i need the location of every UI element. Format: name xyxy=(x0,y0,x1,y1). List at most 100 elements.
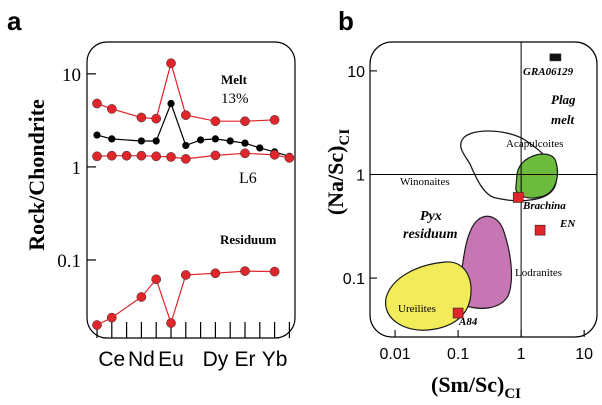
panel-a-x-tick-label: Dy xyxy=(203,348,229,371)
panel-a-series-0 xyxy=(92,58,280,127)
panel-b-data-point xyxy=(549,53,562,62)
panel-a-series-2 xyxy=(92,148,295,164)
panel-b-xlabel-main: (Sm/Sc) xyxy=(431,372,504,397)
panel-b-points xyxy=(452,53,562,319)
panel-a-data-point xyxy=(166,318,176,328)
panel-b-xlabel-sub: CI xyxy=(504,386,521,402)
panel-a-x-tick-label: Eu xyxy=(158,348,184,371)
annotation-melt: Melt xyxy=(221,72,248,87)
panel-b-y-tick-label: 0.1 xyxy=(343,271,365,288)
point-label-a84: A84 xyxy=(458,316,478,328)
panel-a-series xyxy=(92,58,295,330)
panel-b-y-tick-label: 1 xyxy=(356,167,365,184)
panel-a-data-point xyxy=(166,152,176,162)
annotation-pyx-residuum: residuum xyxy=(403,227,458,242)
panel-b-x-tick-label: 10 xyxy=(575,346,593,363)
field-label-lodranites: Lodranites xyxy=(515,267,562,279)
winonaites-field xyxy=(460,130,557,202)
panel-a-series-3 xyxy=(92,266,280,330)
panel-a-data-point xyxy=(240,266,250,276)
panel-a-data-point xyxy=(106,150,117,161)
panel-a-x-tick-label: Yb xyxy=(262,348,288,371)
panel-a-data-point xyxy=(284,153,295,163)
ureilites-field xyxy=(385,261,472,331)
panel-a-x-tick-label: Er xyxy=(235,348,256,371)
panel-b-x-tick-label: 0.1 xyxy=(447,346,469,363)
panel-b-plot-frame xyxy=(369,41,598,338)
panel-a-y-tick-label: 1 xyxy=(72,158,82,179)
point-label-brachina: Brachina xyxy=(522,200,566,212)
panel-a-data-point xyxy=(240,116,250,127)
panel-a-label: a xyxy=(7,6,22,36)
panel-a-x-tick-label: Ce xyxy=(98,348,125,371)
panel-a-x-tick-label: Nd xyxy=(128,348,155,371)
annotation-l6: L6 xyxy=(239,170,257,187)
panel-a-data-point xyxy=(210,116,221,127)
acapulcoites-field xyxy=(515,153,559,199)
panel-b-ylabel: (Na/Sc)CI xyxy=(323,129,353,215)
panel-a-data-point xyxy=(167,99,175,108)
panel-a-data-point xyxy=(136,112,147,123)
panel-a-y-tick-label: 0.1 xyxy=(57,251,81,272)
panel-a-data-point xyxy=(108,135,116,143)
panel-a-data-point xyxy=(151,113,162,124)
panel-a-data-point xyxy=(182,141,190,150)
panel-b-data-point xyxy=(452,307,464,319)
panel-a-data-point xyxy=(151,274,162,285)
panel-a-data-point xyxy=(210,268,221,279)
panel-a-data-point xyxy=(106,104,117,114)
panel-a-data-point xyxy=(197,136,205,144)
panel-a-x-ticks: Ce Nd Eu Dy Er Yb xyxy=(96,322,290,371)
panel-a: a Rock/Chondrite 10 1 0.1 Ce Nd Eu Dy Er Yb Mel… xyxy=(7,6,296,371)
panel-a-data-point xyxy=(211,135,219,143)
panel-a-data-point xyxy=(92,98,102,109)
panel-a-ylabel: Rock/Chondrite xyxy=(24,99,49,251)
panel-a-data-point xyxy=(136,150,147,161)
annotation-melt-percent: 13% xyxy=(221,91,249,107)
annotation-plag-melt: melt xyxy=(551,112,574,127)
annotation-pyx: Pyx xyxy=(420,209,442,224)
panel-b-ylabel-main: (Na/Sc) xyxy=(323,146,348,216)
panel-a-data-point xyxy=(269,115,280,125)
point-label-gra06129: GRA06129 xyxy=(523,66,574,78)
panel-a-data-point xyxy=(241,139,249,147)
field-label-winonaites: Winonaites xyxy=(400,176,450,188)
panel-a-data-point xyxy=(136,292,147,302)
panel-b-y-ticks: 10 1 0.1 xyxy=(343,64,377,288)
panel-a-y-tick-label: 10 xyxy=(62,65,81,86)
panel-a-data-point xyxy=(180,110,191,120)
field-label-ureilites: Ureilites xyxy=(398,303,436,315)
panel-b-reference-lines xyxy=(370,42,597,337)
panel-a-data-point xyxy=(93,131,101,139)
panel-a-data-point xyxy=(152,137,160,145)
annotation-plag: Plag xyxy=(551,92,576,107)
panel-b-data-point xyxy=(534,224,546,236)
panel-b-x-tick-label: 0.01 xyxy=(380,346,411,363)
panel-a-data-point xyxy=(180,154,191,164)
panel-b-y-tick-label: 10 xyxy=(347,64,365,81)
panel-a-data-point xyxy=(269,266,280,277)
panel-a-data-point xyxy=(226,137,234,145)
panel-a-data-point xyxy=(180,270,191,280)
panel-b-ylabel-sub: CI xyxy=(337,129,353,146)
panel-a-data-point xyxy=(121,150,132,161)
panel-a-data-point xyxy=(151,151,162,162)
panel-a-series-1 xyxy=(93,99,293,160)
point-label-en: EN xyxy=(559,218,576,230)
panel-a-data-point xyxy=(166,58,176,69)
panel-a-data-point xyxy=(137,137,145,145)
field-label-acapulcoites: Acapulcoites xyxy=(506,138,563,150)
panel-a-plot-frame xyxy=(86,41,296,339)
panel-b-x-tick-label: 1 xyxy=(517,346,526,363)
panel-a-data-point xyxy=(256,144,264,152)
panel-a-data-point xyxy=(240,148,250,159)
panel-b-xlabel: (Sm/Sc)CI xyxy=(431,372,521,402)
panel-b-data-point xyxy=(512,192,524,203)
annotation-residuum: Residuum xyxy=(220,232,277,247)
panel-a-y-ticks: 10 1 0.1 xyxy=(57,65,96,272)
panel-a-data-point xyxy=(92,151,102,162)
panel-a-data-point xyxy=(106,312,117,323)
panel-a-data-point xyxy=(269,149,280,160)
panel-b-x-ticks: 0.01 0.1 1 10 xyxy=(380,330,593,363)
